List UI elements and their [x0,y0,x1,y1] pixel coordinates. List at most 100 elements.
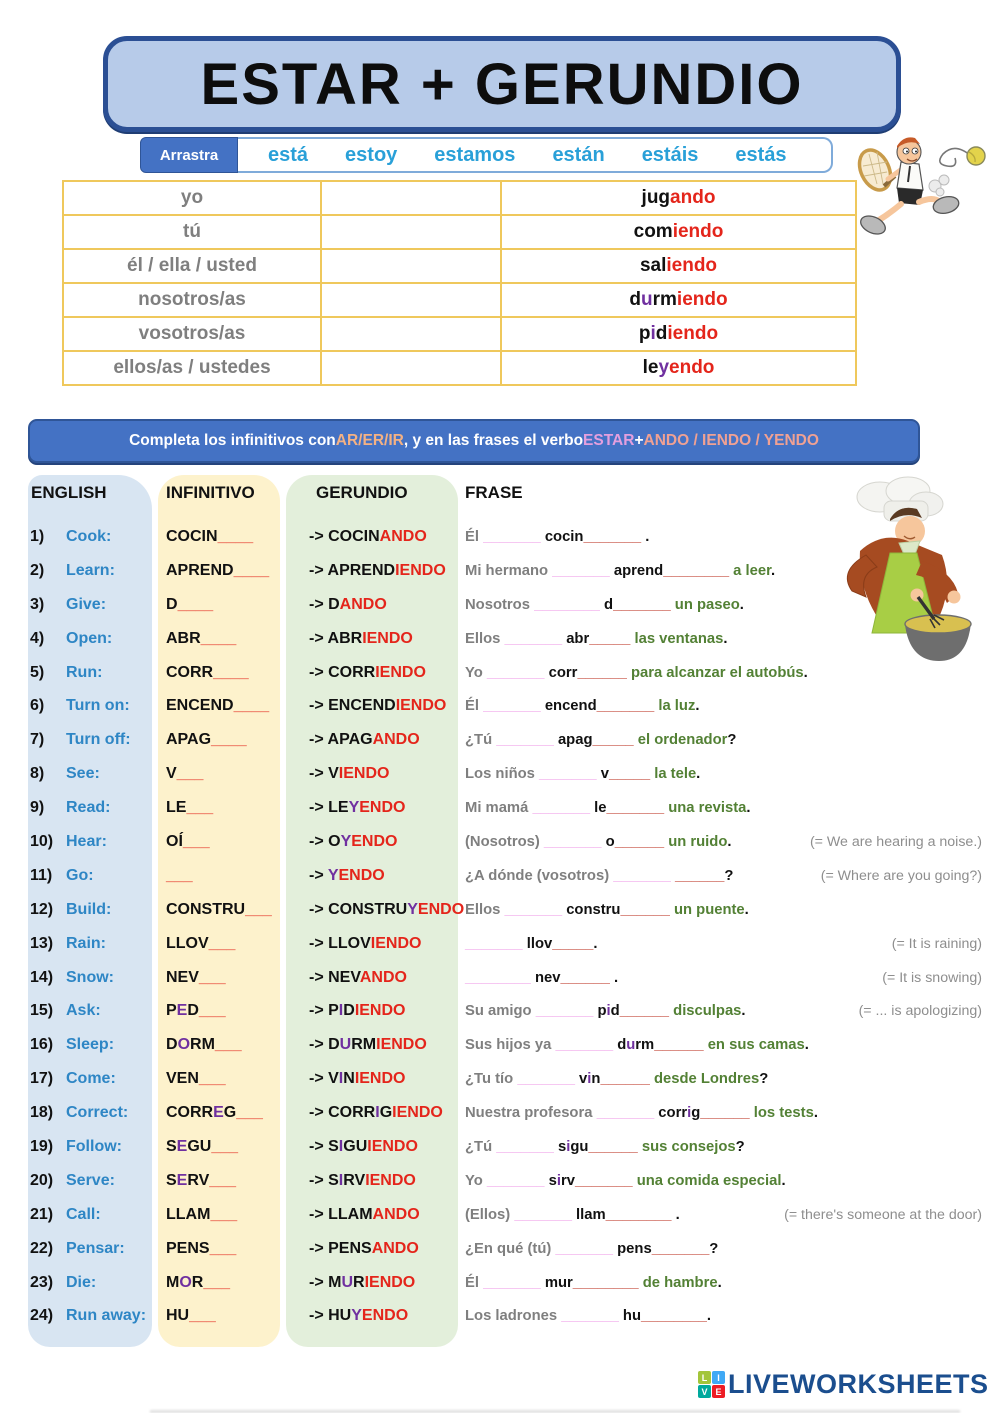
ending-blank[interactable]: _____ [552,935,594,952]
ending-blank[interactable]: _____ [589,630,631,647]
exercise-row: 16) Sleep: DORM___ -> DURMIENDO Sus hijo… [0,1028,1000,1062]
ending-blank[interactable]: _______ [606,800,665,817]
drag-word[interactable]: estás [735,143,787,166]
text-segment: d [613,1037,627,1054]
text-segment: ? [727,732,737,749]
drag-word[interactable]: está [268,143,309,166]
gerund-answer: -> ABRIENDO [309,630,465,648]
text-segment: . [671,1206,680,1223]
estar-blank[interactable]: _______ [486,1172,545,1189]
ending-blank[interactable]: ______ [600,1071,650,1088]
frase-cell: (Nosotros) _______ o______ un ruido. (= … [465,834,1000,850]
estar-drop-zone[interactable] [321,249,501,283]
ending-blank[interactable]: ________ [641,1308,707,1325]
text-segment: iendo [667,323,719,344]
estar-drop-zone[interactable] [321,317,501,351]
text-segment: RV [187,1171,210,1189]
drag-word[interactable]: estoy [345,143,398,166]
ending-blank[interactable]: _______ [596,698,655,715]
estar-blank[interactable]: _______ [543,833,602,850]
english-word: See: [66,765,100,783]
estar-blank[interactable]: _______ [496,1138,554,1155]
estar-blank[interactable]: _______ [483,528,541,545]
frase-cell: Él _______ cocin_______ . [465,529,1000,545]
drag-word[interactable]: estáis [641,143,699,166]
estar-blank[interactable]: _______ [539,766,597,783]
text-segment: ? [759,1071,769,1088]
english-word: Give: [66,595,107,613]
estar-blank[interactable]: _______ [535,1003,594,1020]
estar-blank[interactable]: _______ [517,1071,575,1088]
text-segment: S [166,1137,177,1155]
estar-blank[interactable]: _______ [561,1308,619,1325]
estar-blank[interactable]: _______ [552,562,610,579]
pronoun-row: tú com iendo [63,215,856,249]
pronoun-label: nosotros/as [63,283,321,317]
estar-blank[interactable]: _______ [514,1206,572,1223]
text-segment: Y [348,799,360,817]
estar-drop-zone[interactable] [321,181,501,215]
estar-blank[interactable]: _______ [532,800,591,817]
ending-blank[interactable]: _____ [608,766,651,783]
infinitive-with-blank: OÍ___ [166,833,309,851]
estar-blank[interactable]: _______ [613,867,671,884]
ending-blank[interactable]: ______ [700,1105,750,1122]
infinitive-with-blank: V___ [166,765,309,783]
drag-word[interactable]: están [552,143,605,166]
text-segment: i [687,1105,692,1122]
gerund-label: sal iendo [501,249,856,283]
estar-blank[interactable]: _______ [555,1037,614,1054]
estar-blank[interactable]: _______ [496,732,554,749]
text-segment: ¿A dónde (vosotros) [465,867,614,884]
estar-blank[interactable]: _______ [555,1240,614,1257]
estar-drop-zone[interactable] [321,215,501,249]
estar-blank[interactable]: _______ [504,901,563,918]
ending-blank[interactable]: ______ [614,833,665,850]
english-word: Learn: [66,561,115,579]
ending-blank[interactable]: ______ [619,1003,670,1020]
text-segment: rm [635,1037,655,1054]
text-segment: g [691,1105,701,1122]
estar-blank[interactable]: _______ [486,664,545,681]
ending-blank[interactable]: ______ [674,867,725,884]
ending-blank[interactable]: ________ [663,562,730,579]
text-segment: . [741,1003,746,1020]
ending-blank[interactable]: ______ [560,969,610,986]
ending-blank[interactable]: ______ [577,664,627,681]
ending-blank[interactable]: _______ [575,1172,633,1189]
estar-blank[interactable]: _______ [465,935,523,952]
frase-sentence: Sus hijos ya _______ durm______ en sus c… [465,1037,809,1053]
estar-drop-zone[interactable] [321,283,501,317]
text-segment: ABR [166,629,201,647]
text-segment: com [633,221,673,242]
ending-blank[interactable]: ______ [588,1138,638,1155]
drag-word[interactable]: estamos [434,143,516,166]
estar-drop-zone[interactable] [321,351,501,385]
exercise-number: 13) [30,934,54,952]
text-segment: -> NEV [309,968,360,986]
text-segment: ___ [203,1273,231,1291]
estar-blank[interactable]: _______ [483,1274,541,1291]
text-segment: D [166,595,178,613]
infinitive-with-blank: PENS___ [166,1240,309,1258]
ending-blank[interactable]: ______ [620,901,670,918]
estar-blank[interactable]: _______ [504,630,563,647]
ending-blank[interactable]: _______ [613,596,671,613]
ending-blank[interactable]: _______ [583,528,642,545]
ending-blank[interactable]: ______ [654,1037,704,1054]
estar-blank[interactable]: ________ [465,969,531,986]
ending-blank[interactable]: ________ [572,1274,639,1291]
exercise-rows: 1) Cook: COCIN____ -> COCINANDO Él _____… [0,520,1000,1333]
ending-blank[interactable]: _____ [592,732,634,749]
ending-blank[interactable]: ________ [605,1206,672,1223]
estar-blank[interactable]: _______ [596,1105,655,1122]
infinitive-with-blank: LE___ [166,799,309,817]
translation-note: (= ... is apologizing) [858,1003,982,1020]
estar-blank[interactable]: ________ [534,596,600,613]
ending-blank[interactable]: _______ [651,1240,710,1257]
drag-words-bar: Arrastra está estoy estamos están estáis está… [140,137,833,173]
estar-blank[interactable]: _______ [483,698,541,715]
text-segment: ___ [166,866,193,884]
